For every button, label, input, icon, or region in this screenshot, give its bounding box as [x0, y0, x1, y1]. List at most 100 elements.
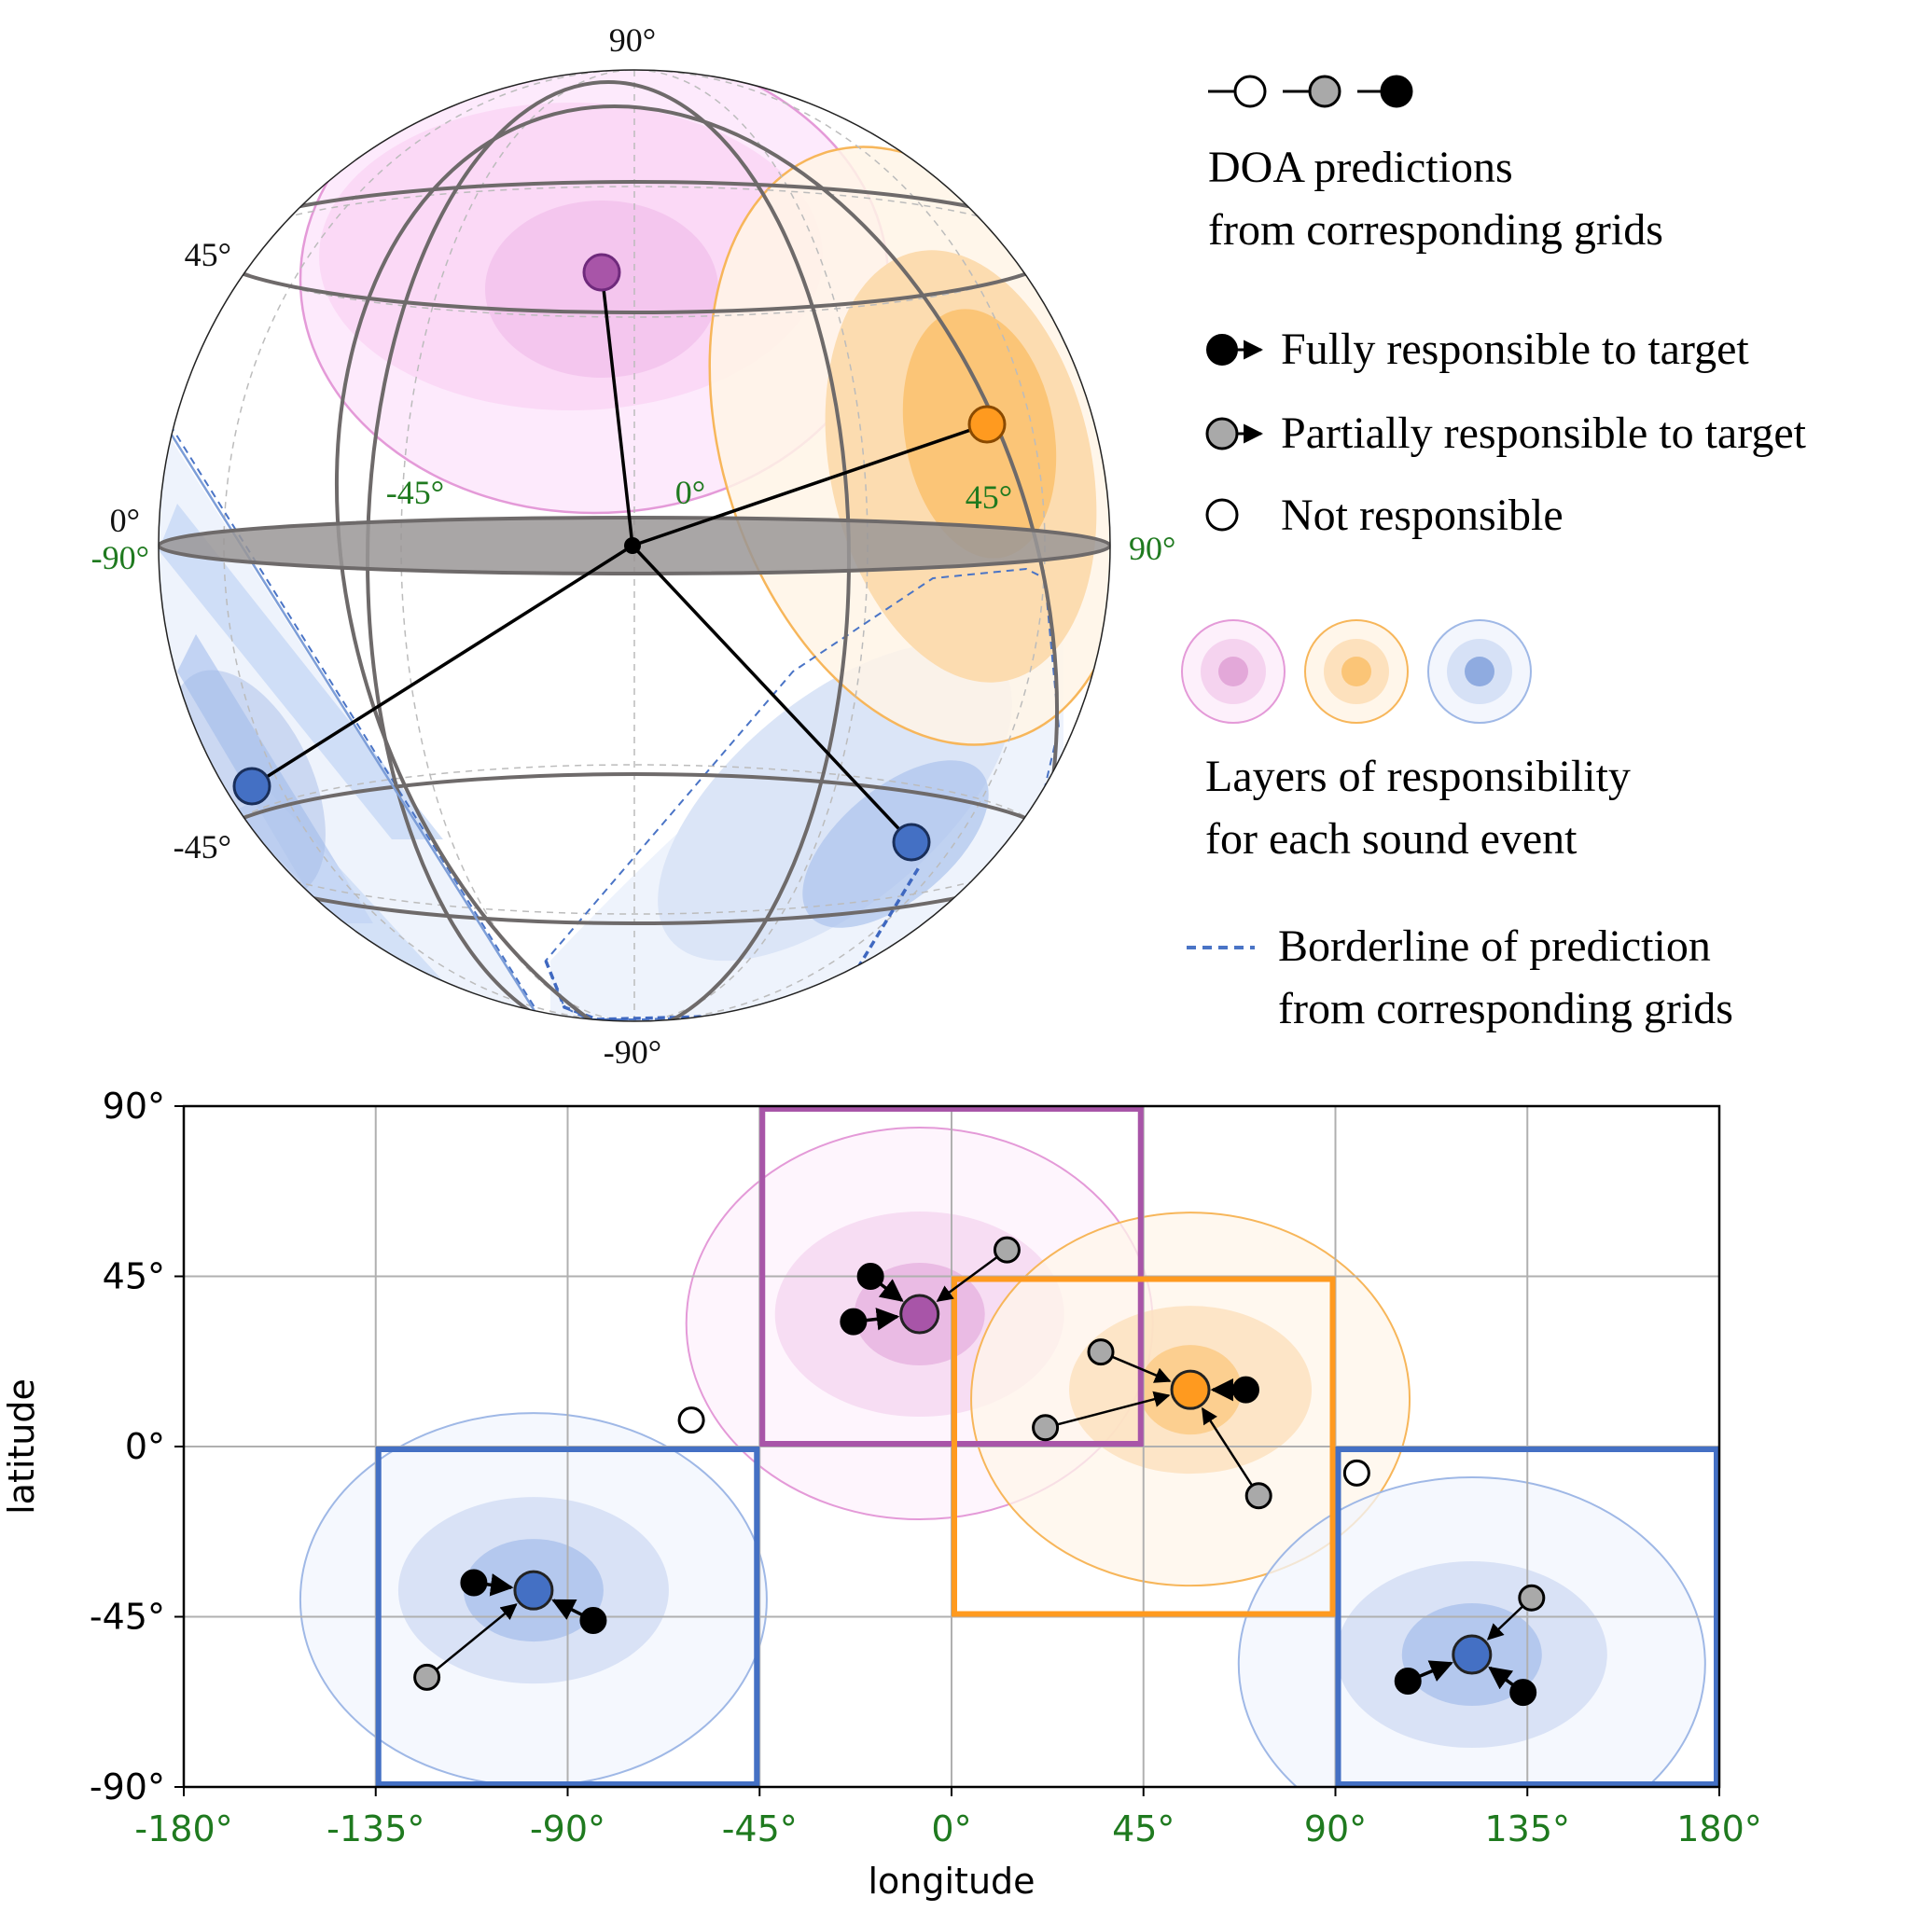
sphere-lon-0-label: 0°: [675, 474, 705, 511]
y-tick-label: -90°: [90, 1766, 165, 1807]
legend-not-label: Not responsible: [1281, 491, 1564, 540]
target-point-purple-0: [899, 1294, 940, 1335]
x-tick-label: 0°: [931, 1808, 971, 1849]
target-point-blue-3: [1452, 1634, 1493, 1675]
prediction-point-full-13: [1394, 1667, 1422, 1695]
spoke-orange: [632, 422, 988, 547]
prediction-link-2: [936, 1256, 997, 1302]
sphere-outline: [158, 69, 1111, 1022]
region-box-blue-2: [375, 1447, 760, 1787]
legend-border-line2: from corresponding grids: [1278, 984, 1733, 1033]
sphere-lat-45-label: 45°: [185, 236, 231, 273]
spoke-purple: [600, 271, 634, 547]
prediction-link-12: [1486, 1605, 1523, 1641]
sphere-lon-neg90-label: -90°: [91, 539, 149, 576]
sphere-diagram: 90° 45° 0° -45° -90° -90° -45° 0° 45° 90…: [91, 21, 1176, 1071]
legend-layer-swatch-orange: [1304, 619, 1409, 724]
legend-fully-label: Fully responsible to target: [1281, 325, 1749, 374]
prediction-link-6: [1201, 1406, 1253, 1486]
prediction-point-none-10: [677, 1406, 705, 1434]
legend-doa-line2: from corresponding grids: [1208, 205, 1663, 255]
sphere-lat-0-label: 0°: [110, 502, 140, 539]
legend-doa-line1: DOA predictions: [1208, 143, 1513, 192]
sphere-lat-90-label: 90°: [609, 21, 656, 59]
prediction-links: [436, 1256, 1523, 1690]
legend-fully-marker: [1206, 334, 1264, 366]
legend-not-marker: [1205, 498, 1239, 532]
x-tick-label: -90°: [530, 1808, 605, 1849]
x-tick-label: 180°: [1676, 1808, 1762, 1849]
y-tick-label: 0°: [125, 1426, 165, 1467]
blue-stripe-1: [159, 504, 443, 839]
sphere-lon-90-label: 90°: [1129, 530, 1175, 567]
x-tick-label: 135°: [1484, 1808, 1570, 1849]
sphere-lon-neg45-label: -45°: [386, 474, 444, 511]
sphere-target-orange: [967, 405, 1007, 444]
prediction-link-14: [1488, 1666, 1514, 1690]
region-box-orange-1: [952, 1276, 1336, 1617]
prediction-link-8: [551, 1599, 583, 1620]
meridian-mid: [334, 104, 1060, 1021]
prediction-link-13: [1419, 1660, 1453, 1682]
prediction-point-full-5: [1231, 1376, 1259, 1404]
legend-layer-swatch-purple: [1181, 619, 1286, 724]
x-tick-label: 90°: [1304, 1808, 1367, 1849]
x-ticks: -180° -135° -90° -45° 0° 45° 90° 135° 180°: [134, 1787, 1762, 1849]
prediction-point-partial-9: [413, 1663, 441, 1691]
prediction-link-1: [866, 1308, 900, 1331]
y-tick-label: -45°: [90, 1597, 165, 1638]
y-axis-label: latitude: [1, 1378, 42, 1515]
x-tick-label: 45°: [1112, 1808, 1174, 1849]
prediction-point-partial-3: [1087, 1338, 1115, 1366]
doa-predictions-chain: [1208, 75, 1413, 108]
grid-regions: [375, 1106, 1719, 1787]
prediction-point-full-7: [460, 1569, 488, 1597]
prediction-point-partial-12: [1518, 1584, 1546, 1612]
prediction-link-3: [1112, 1355, 1172, 1383]
prediction-point-none-11: [1342, 1459, 1370, 1487]
prediction-link-7: [486, 1573, 514, 1597]
sphere-target-blue-left: [232, 767, 271, 806]
prediction-link-0: [878, 1279, 904, 1302]
sphere-lon-45-label: 45°: [966, 478, 1012, 516]
sphere-lat-neg90-label: -90°: [604, 1033, 661, 1071]
sphere-target-purple: [582, 253, 621, 292]
region-box-blue-3: [1335, 1447, 1719, 1787]
sphere-center: [624, 537, 641, 554]
sphere-borderline-right: [544, 567, 1061, 1020]
sphere-target-blue-right: [892, 823, 931, 862]
legend-layers-line1: Layers of responsibility: [1205, 752, 1631, 801]
x-axis-label: longitude: [868, 1861, 1035, 1902]
blue-stripe-2: [177, 634, 373, 923]
legend-layer-swatch-blue: [1427, 619, 1532, 724]
y-tick-label: 45°: [103, 1256, 165, 1297]
prediction-point-full-14: [1509, 1679, 1537, 1707]
legend-partially-marker: [1205, 417, 1264, 450]
prediction-point-full-1: [840, 1308, 868, 1336]
left-edge-line: [166, 428, 543, 1021]
target-point-blue-2: [513, 1570, 554, 1611]
target-point-orange-1: [1170, 1369, 1211, 1410]
map-plot: -180° -135° -90° -45° 0° 45° 90° 135° 180° -90°-…: [1, 1086, 1762, 1902]
prediction-point-full-0: [856, 1263, 884, 1290]
prediction-point-full-8: [579, 1607, 607, 1635]
legend: DOA predictions from corresponding grids…: [1181, 75, 1807, 1033]
legend-border-line1: Borderline of prediction: [1278, 921, 1711, 971]
prediction-points: [413, 1236, 1546, 1707]
x-tick-label: -45°: [722, 1808, 798, 1849]
prediction-point-partial-2: [993, 1236, 1021, 1264]
legend-layers-line2: for each sound event: [1205, 814, 1578, 864]
y-tick-label: 90°: [103, 1086, 165, 1127]
legend-partially-label: Partially responsible to target: [1281, 409, 1807, 458]
prediction-point-partial-4: [1032, 1414, 1060, 1442]
prediction-link-4: [1057, 1391, 1171, 1426]
sphere-lat-neg45-label: -45°: [174, 828, 231, 865]
prediction-link-9: [436, 1603, 518, 1670]
x-tick-label: -180°: [134, 1808, 232, 1849]
y-ticks: -90° -45° 0° 45° 90°: [90, 1086, 184, 1807]
spoke-blue-right: [631, 544, 913, 844]
prediction-point-partial-6: [1244, 1482, 1272, 1510]
x-tick-label: -135°: [327, 1808, 424, 1849]
spoke-blue-left: [251, 544, 633, 788]
